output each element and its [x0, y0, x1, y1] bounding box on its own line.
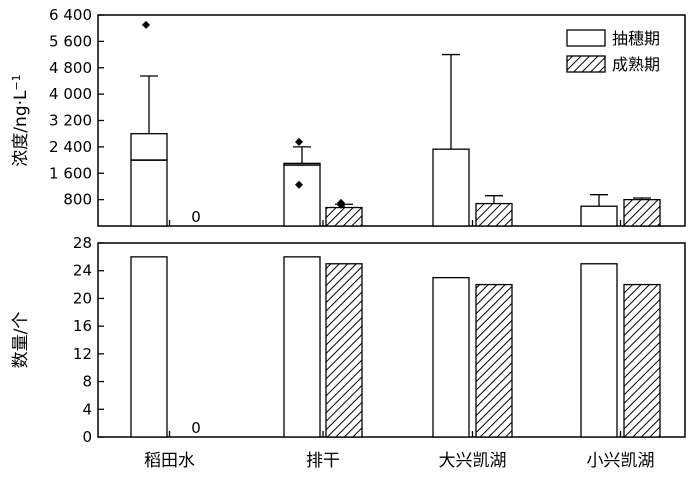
- bar: [432, 148, 470, 227]
- y-tick-label: 4: [82, 400, 92, 418]
- y-tick-label: 0: [82, 428, 92, 446]
- bottom-panel: 0 4 8 12 16 20 24 28 数量/个 0: [11, 234, 686, 446]
- legend-swatch: [566, 55, 606, 73]
- y-tick-label: 12: [73, 345, 92, 363]
- y-axis-label: 浓度/ng·L−1: [10, 74, 31, 166]
- outlier-point: [337, 200, 345, 209]
- y-axis-label-text: 数量/个: [11, 312, 31, 369]
- y-tick-label: 28: [73, 234, 92, 252]
- y-tick-label: 6 400: [49, 6, 92, 24]
- legend-swatch: [566, 29, 606, 47]
- zero-value-label: 0: [191, 208, 201, 226]
- bar: [475, 202, 513, 227]
- legend-label: 抽穗期: [612, 29, 660, 48]
- y-tick-label: 1 600: [49, 164, 92, 182]
- category-labels: 稻田水 排干 大兴凯湖 小兴凯湖: [144, 451, 655, 471]
- bar: [130, 159, 168, 227]
- y-axis-label-text: 浓度/ng·L: [11, 90, 31, 167]
- y-axis-label: 数量/个: [11, 312, 31, 369]
- top-panel: 800 1 600 2 400 3 200 4 000 4 800 5 600 6 400 浓度…: [10, 6, 686, 227]
- y-tick-label: 2 400: [49, 138, 92, 156]
- y-axis-label-superscript: −1: [10, 74, 23, 90]
- category-label: 小兴凯湖: [587, 451, 655, 471]
- y-tick-label: 5 600: [49, 32, 92, 50]
- outlier-point: [295, 180, 303, 189]
- outlier-point: [142, 20, 150, 29]
- bar-mean-box: [130, 133, 168, 161]
- zero-value-label: 0: [191, 419, 201, 437]
- bar: [325, 206, 363, 227]
- y-tick-label: 4 800: [49, 59, 92, 77]
- plot-frame: [97, 242, 686, 438]
- legend-label: 成熟期: [612, 55, 660, 74]
- y-tick-label: 3 200: [49, 112, 92, 130]
- bar: [283, 164, 321, 227]
- category-label: 排干: [306, 451, 340, 471]
- bar: [475, 283, 513, 438]
- y-tick-label: 24: [73, 262, 92, 280]
- bar: [580, 205, 618, 227]
- bar: [580, 263, 618, 438]
- bar: [623, 283, 661, 438]
- bar: [283, 256, 321, 438]
- y-tick-label: 4 000: [49, 85, 92, 103]
- bar: [623, 198, 661, 227]
- y-tick-label: 8: [82, 373, 92, 391]
- y-tick-label: 20: [73, 289, 92, 307]
- outlier-point: [295, 137, 303, 146]
- category-label: 稻田水: [144, 451, 195, 471]
- category-label: 大兴凯湖: [439, 451, 507, 471]
- y-tick-label: 800: [63, 191, 92, 209]
- bar: [130, 256, 168, 438]
- bar: [325, 263, 363, 438]
- bar: [432, 276, 470, 438]
- y-tick-label: 16: [73, 317, 92, 335]
